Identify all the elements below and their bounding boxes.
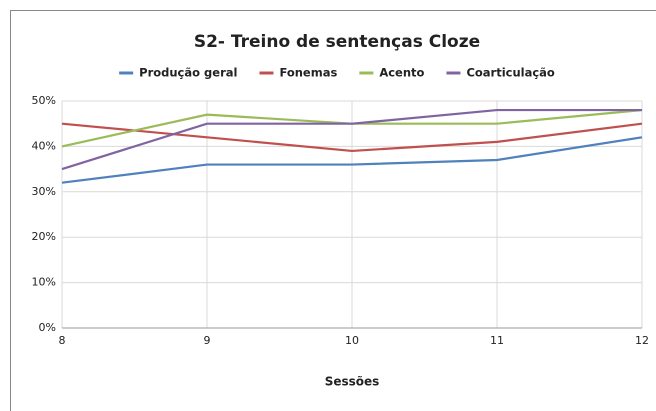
y-tick-label: 0% bbox=[39, 321, 56, 334]
y-tick-label: 40% bbox=[32, 139, 56, 152]
y-tick-label: 10% bbox=[32, 276, 56, 289]
series-line bbox=[61, 108, 642, 171]
x-tick-label: 10 bbox=[345, 334, 359, 347]
x-axis-label: Sessões bbox=[325, 375, 380, 389]
y-tick-label: 20% bbox=[32, 230, 56, 243]
series-line bbox=[61, 136, 643, 184]
x-tick-label: 12 bbox=[635, 334, 649, 347]
chart-title: S2- Treino de sentenças Cloze bbox=[194, 32, 480, 52]
y-tick-label: 30% bbox=[32, 185, 56, 198]
legend-label: Coarticulação bbox=[466, 66, 554, 80]
x-tick-label: 9 bbox=[204, 334, 211, 347]
series-line bbox=[61, 122, 643, 153]
x-tick-label: 8 bbox=[59, 334, 66, 347]
y-tick-label: 50% bbox=[32, 94, 56, 107]
chart-frame bbox=[10, 10, 656, 411]
legend-label: Fonemas bbox=[279, 66, 337, 80]
x-tick-label: 11 bbox=[490, 334, 504, 347]
legend-label: Produção geral bbox=[139, 66, 237, 80]
legend-label: Acento bbox=[379, 66, 424, 80]
